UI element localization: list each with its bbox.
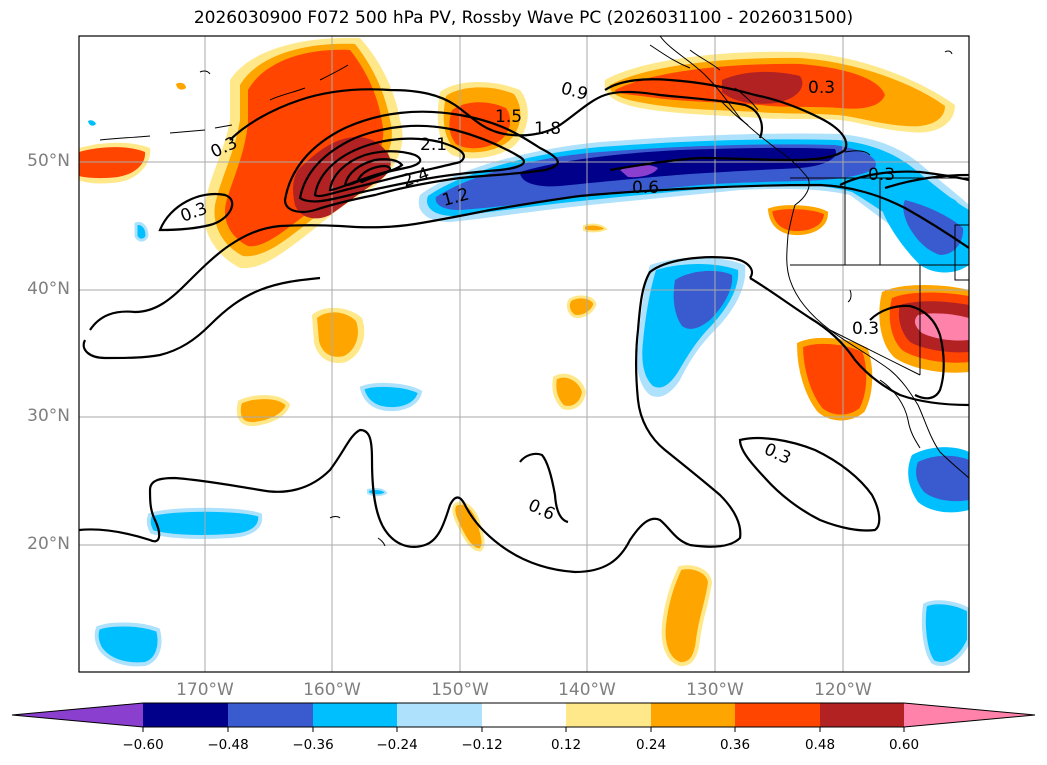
pv-positive-region-west (204, 37, 403, 269)
colorbar-tick-label: −0.48 (207, 737, 249, 753)
colorbar-tick-label: −0.36 (292, 737, 334, 753)
colorbar-swatch (482, 703, 566, 727)
colorbar-swatch (313, 703, 397, 727)
pv-positive-region-west-edge (79, 142, 151, 184)
pv-positive-region-small-j (176, 82, 186, 90)
pv-positive-region-small-c (552, 373, 587, 410)
colorbar-tick-label: −0.60 (122, 737, 164, 753)
lon-label: 170°W (176, 680, 234, 700)
pv-negative-region-southeast (908, 447, 969, 513)
contour-label: 0.3 (852, 319, 879, 339)
contour-label: 2.1 (420, 135, 447, 155)
pv-positive-region-small-e (583, 223, 608, 233)
colorbar-tick-label: 0.36 (719, 737, 751, 753)
pv-negative-region-small-c (359, 382, 423, 412)
pv-negative-region-small-f (88, 120, 96, 126)
pv-negative-region-small-a (146, 507, 263, 539)
lon-label: 120°W (814, 680, 872, 700)
pv-negative-region-small-d (921, 600, 969, 666)
colorbar (11, 702, 1036, 732)
colorbar-swatch (228, 703, 313, 727)
contour-label: 1.5 (495, 107, 522, 127)
colorbar-tick-label: 0.48 (804, 737, 836, 753)
colorbar-extend-high (904, 703, 1035, 727)
pv-positive-region-small-h (767, 205, 829, 236)
contour-label: 0.6 (632, 178, 659, 198)
coastlines (99, 36, 969, 547)
pv-contours (79, 78, 969, 574)
lon-label: 150°W (431, 680, 489, 700)
lat-label: 30°N (27, 406, 70, 426)
colorbar-extend-low (12, 703, 143, 727)
contour-labels: 0.3 0.3 1.5 1.8 2.1 2.4 1.2 0.9 0.6 0.3 … (178, 78, 895, 525)
colorbar-swatch (735, 703, 820, 727)
contour-label: 1.8 (534, 119, 561, 139)
colorbar-tick-label: 0.12 (550, 737, 582, 753)
pv-positive-region-small-d (566, 295, 597, 318)
plot-title: 2026030900 F072 500 hPa PV, Rossby Wave … (193, 8, 854, 28)
pv-positive-region-small-g (661, 565, 713, 667)
colorbar-swatch (566, 703, 651, 727)
contour-label: 0.3 (808, 78, 835, 98)
pv-negative-region-east-band (875, 175, 969, 273)
colorbar-tick-label: −0.24 (376, 737, 418, 753)
colorbar-swatch (820, 703, 904, 727)
contour-label: 0.3 (868, 165, 895, 185)
colorbar-tick-label: −0.12 (461, 737, 503, 753)
lon-label: 160°W (303, 680, 361, 700)
colorbar-tick-label: 0.60 (888, 737, 920, 753)
colorbar-swatch (397, 703, 482, 727)
lat-label: 20°N (27, 534, 70, 554)
map-frame (78, 35, 970, 673)
graticule (79, 36, 969, 672)
pv-negative-region-small-g (367, 488, 388, 497)
lat-label: 50°N (27, 151, 70, 171)
colorbar-swatch (143, 703, 228, 727)
pv-positive-region-small-a (312, 307, 365, 364)
lat-label: 40°N (27, 279, 70, 299)
pv-positive-region-small-f (452, 501, 485, 552)
lon-label: 140°W (558, 680, 616, 700)
pv-positive-region-northeast (604, 51, 955, 133)
pv-negative-region-small-e (134, 222, 149, 242)
colorbar-swatch (651, 703, 735, 727)
colorbar-tick-label: 0.24 (635, 737, 667, 753)
pv-negative-region-small-b (94, 622, 162, 667)
pv-negative-region-central-east (636, 257, 746, 397)
lon-label: 130°W (686, 680, 744, 700)
